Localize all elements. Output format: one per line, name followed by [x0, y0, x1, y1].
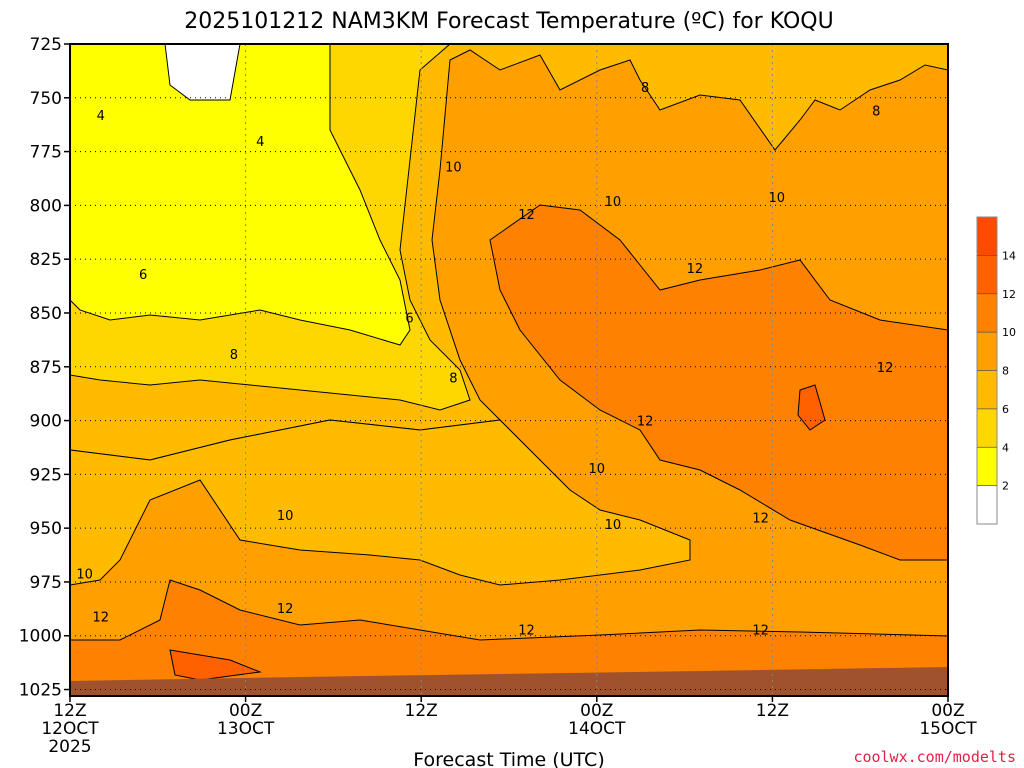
colorbar: 2 4 6 8 10 12 14 [976, 216, 1016, 525]
y-tick-label: 775 [30, 143, 62, 163]
colorbar-swatch [977, 370, 997, 409]
contour-label: 8 [449, 372, 457, 387]
chart-title: 2025101212 NAM3KM Forecast Temperature (… [184, 9, 833, 34]
contour-label: 4 [256, 135, 264, 150]
contour-label: 10 [277, 509, 294, 524]
contour-label: 12 [92, 610, 109, 625]
contour-label: 10 [76, 567, 93, 582]
contour-label: 4 [97, 109, 105, 124]
plot-frame [69, 43, 949, 697]
band-12-14-lower [70, 579, 948, 696]
y-axis: 725 750 775 800 825 850 875 900 925 950 975 1000 102… [19, 35, 70, 701]
colorbar-swatch [977, 217, 997, 256]
terrain-ground [70, 667, 948, 696]
contour-label: 12 [518, 208, 535, 223]
contour-label: 10 [589, 462, 606, 477]
band-2-4 [164, 44, 241, 101]
x-tick-label: 12Z [53, 701, 86, 721]
contour-label: 12 [752, 511, 769, 526]
colorbar-swatch [977, 255, 997, 294]
gridlines [70, 43, 948, 696]
contour-label: 10 [605, 195, 622, 210]
contour-label: 10 [769, 191, 786, 206]
colorbar-swatch [977, 332, 997, 371]
x-tick-label: 00Z [229, 701, 262, 721]
y-tick-label: 900 [30, 412, 62, 432]
colorbar-label: 14 [1002, 249, 1016, 262]
colorbar-swatch [977, 447, 997, 486]
contour-label: 12 [877, 361, 894, 376]
colorbar-label: 4 [1002, 441, 1009, 454]
y-tick-label: 850 [30, 304, 62, 324]
contour-label: 12 [518, 623, 535, 638]
contour-label: 8 [872, 105, 880, 120]
band-14-plus [169, 649, 262, 681]
contour-label: 12 [752, 623, 769, 638]
x-tick-label: 12Z [756, 701, 789, 721]
contour-label: 12 [637, 415, 654, 430]
x-tick-label: 14OCT [568, 719, 626, 739]
x-tick-label: 2025 [48, 737, 91, 757]
colorbar-label: 8 [1002, 365, 1009, 378]
contour-labels: 4 4 6 6 8 8 8 8 10 10 10 10 10 10 10 12 12 12 12 12 12 12 12 12 [76, 81, 893, 638]
credit-text: coolwx.com/modelts [853, 748, 1016, 766]
colorbar-label: 12 [1002, 288, 1016, 301]
y-tick-label: 950 [30, 519, 62, 539]
x-axis-label: Forecast Time (UTC) [413, 749, 604, 768]
band-8-10-lower [70, 419, 691, 586]
contour-label: 6 [139, 268, 147, 283]
y-tick-label: 925 [30, 465, 62, 485]
colorbar-label: 6 [1002, 403, 1009, 416]
colorbar-swatch [977, 408, 997, 448]
y-tick-label: 975 [30, 573, 62, 593]
x-tick-label: 12OCT [41, 719, 99, 739]
contour-label: 10 [605, 518, 622, 533]
x-tick-label: 00Z [580, 701, 613, 721]
colorbar-label: 2 [1002, 480, 1009, 493]
y-tick-label: 875 [30, 358, 62, 378]
band-12-14 [489, 204, 948, 561]
contour-label: 8 [641, 81, 649, 96]
plot-area [70, 44, 948, 696]
y-tick-label: 800 [30, 196, 62, 216]
contour-label: 6 [405, 311, 413, 326]
y-tick-label: 1000 [19, 627, 62, 647]
y-tick-label: 825 [30, 250, 62, 270]
y-tick-label: 1025 [19, 681, 62, 701]
contour-label: 12 [277, 602, 294, 617]
x-tick-label: 15OCT [919, 719, 977, 739]
contour-label: 10 [445, 161, 462, 176]
band-14-plus-2 [797, 384, 826, 431]
x-tick-label: 12Z [405, 701, 438, 721]
y-tick-label: 750 [30, 89, 62, 109]
colorbar-swatch [977, 485, 997, 524]
contour-label: 12 [687, 262, 704, 277]
band-4-6 [70, 44, 411, 346]
x-tick-label: 13OCT [217, 719, 275, 739]
colorbar-swatch [977, 293, 997, 333]
colorbar-label: 10 [1002, 326, 1016, 339]
contour-label: 8 [230, 348, 238, 363]
y-tick-label: 725 [30, 35, 62, 55]
x-tick-label: 00Z [931, 701, 964, 721]
